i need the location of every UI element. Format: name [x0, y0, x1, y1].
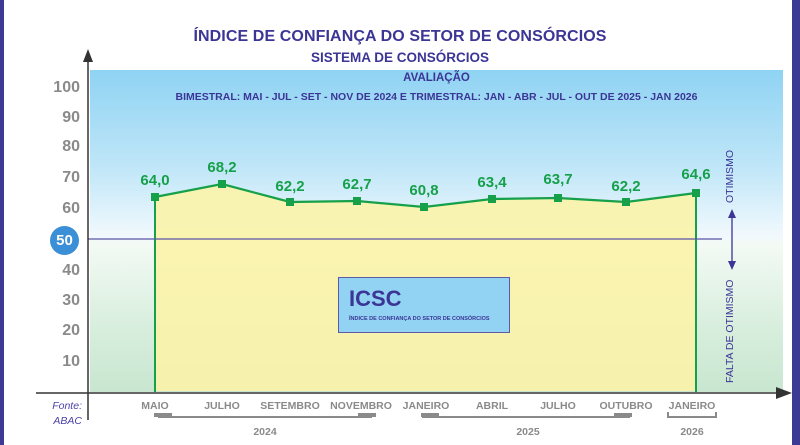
y-axis-arrow-icon: [83, 49, 93, 62]
x-label-novembro: NOVEMBRO: [330, 400, 392, 412]
x-label-janeiro-2025: JANEIRO: [402, 400, 450, 412]
data-label: 62,2: [611, 178, 641, 195]
x-label-julho-2025: JULHO: [540, 400, 576, 412]
y-tick-70: 70: [62, 169, 80, 186]
source-label: Fonte:: [52, 400, 82, 412]
data-label: 64,0: [140, 172, 170, 189]
y-tick-80: 80: [62, 138, 80, 155]
evaluation-label: AVALIAÇÃO: [403, 72, 470, 84]
legend-box: ICSC ÍNDICE DE CONFIANÇA DO SETOR DE CON…: [338, 277, 510, 333]
year-2025: 2025: [516, 426, 540, 438]
data-label: 63,4: [477, 174, 507, 191]
right-border: [792, 0, 800, 445]
y-tick-20: 20: [62, 322, 80, 339]
data-label: 62,2: [275, 178, 305, 195]
y-tick-10: 10: [62, 353, 80, 370]
x-label-setembro: SETEMBRO: [260, 400, 320, 412]
chart-subtitle: SISTEMA DE CONSÓRCIOS: [310, 50, 490, 65]
otimismo-label: OTIMISMO: [724, 149, 736, 203]
evaluation-period: BIMESTRAL: MAI - JUL - SET - NOV DE 2024…: [175, 91, 698, 103]
x-label-outubro: OUTUBRO: [599, 400, 653, 412]
x-label-abril: ABRIL: [475, 400, 509, 412]
data-label: 63,7: [543, 171, 573, 188]
data-label: 60,8: [409, 182, 439, 199]
year-brackets: [154, 412, 717, 418]
falta-otimismo-label: FALTA DE OTIMISMO: [724, 279, 736, 383]
data-label: 68,2: [207, 159, 237, 176]
source-name: ABAC: [53, 415, 82, 427]
y-tick-90: 90: [62, 109, 80, 126]
y-tick-50-highlight: 50: [50, 226, 79, 255]
x-axis-arrow-icon: [776, 387, 792, 399]
data-label: 62,7: [342, 176, 372, 193]
chart-title: ÍNDICE DE CONFIANÇA DO SETOR DE CONSÓRCI…: [193, 28, 607, 45]
legend-title: ICSC: [349, 286, 402, 311]
y-tick-60: 60: [62, 200, 80, 217]
data-label: 64,6: [681, 166, 711, 183]
data-markers: [151, 180, 700, 211]
x-label-maio: MAIO: [141, 400, 169, 412]
source-note: Fonte: ABAC: [34, 399, 82, 429]
up-arrow-icon: [728, 209, 736, 218]
legend-subtitle: ÍNDICE DE CONFIANÇA DO SETOR DE CONSÓRCI…: [349, 316, 490, 322]
x-label-janeiro-2026: JANEIRO: [668, 400, 716, 412]
y-tick-30: 30: [62, 292, 80, 309]
year-2024: 2024: [253, 426, 277, 438]
down-arrow-icon: [728, 261, 736, 270]
x-label-julho: JULHO: [204, 400, 240, 412]
y-tick-100: 100: [53, 79, 80, 96]
year-2026: 2026: [680, 426, 704, 438]
y-tick-40: 40: [62, 262, 80, 279]
left-border: [0, 0, 4, 445]
